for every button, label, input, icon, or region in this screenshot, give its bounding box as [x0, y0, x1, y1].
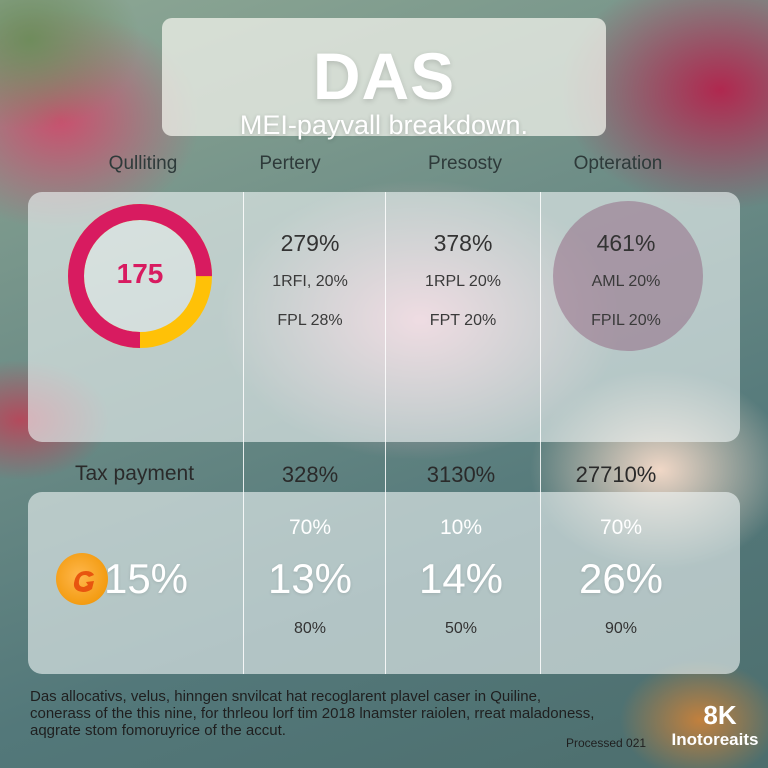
bottom-cell-2-top: 10%	[439, 516, 483, 539]
bottom-first-value: 15%	[103, 555, 189, 602]
page-title: DAS	[312, 39, 456, 113]
column-header-1: Qulliting	[108, 153, 178, 174]
coin-icon	[56, 553, 108, 605]
bottom-panel	[28, 492, 740, 674]
top-cell-2-line1: 1RPL 20%	[425, 273, 501, 290]
processed-label: Processed 021	[566, 736, 647, 750]
top-cell-3-line2: FPIL 20%	[591, 312, 661, 329]
donut-center	[76, 212, 204, 340]
tax-value-2: 3130%	[426, 462, 496, 487]
bottom-cell-2-value: 14%	[418, 555, 504, 602]
donut-chart	[68, 204, 212, 348]
column-divider	[385, 192, 386, 674]
column-header-4: Opteration	[573, 153, 663, 174]
donut-primary-arc	[68, 204, 212, 348]
donut-value: 175	[116, 258, 164, 289]
column-header-2: Pertery	[259, 153, 321, 174]
top-cell-1-value: 279%	[280, 230, 340, 256]
tax-payment-label: Tax payment	[75, 462, 195, 485]
bottom-cell-1-top: 70%	[288, 516, 332, 539]
column-divider	[540, 192, 541, 674]
column-header-3: Presosty	[428, 153, 502, 174]
column-divider	[243, 192, 244, 674]
footer-description: Das allocativs, velus, hinngen snvilcat …	[30, 688, 630, 739]
top-cell-3-value: 461%	[596, 230, 656, 256]
top-cell-2-value: 378%	[433, 230, 493, 256]
tax-value-1: 328%	[281, 462, 339, 487]
footer-line-1: Das allocativs, velus, hinngen snvilcat …	[30, 688, 542, 705]
tax-value-3: 27710%	[575, 462, 657, 487]
bottom-cell-1-bottom: 80%	[293, 620, 327, 637]
title-card: DAS MEI-payvall breakdown.	[162, 18, 606, 140]
resolution-badge: 8K	[703, 700, 737, 730]
bottom-cell-2-bottom: 50%	[444, 620, 478, 637]
footer-line-2: conerass of the this nine, for thrleou l…	[30, 705, 595, 722]
footer-line-3: aqgrate stom fomoruyrice of the accut.	[30, 722, 286, 739]
resolution-badge-subtitle: Inotoreaits	[671, 730, 759, 749]
bottom-cell-1-value: 13%	[267, 555, 353, 602]
page-subtitle: MEI-payvall breakdown.	[239, 110, 529, 140]
top-cell-3-line1: AML 20%	[591, 273, 661, 290]
top-cell-2-line2: FPT 20%	[429, 312, 497, 329]
bottom-cell-3-bottom: 90%	[604, 620, 638, 637]
bottom-cell-3-top: 70%	[599, 516, 643, 539]
top-cell-1-line2: FPL 28%	[277, 312, 343, 329]
bottom-cell-3-value: 26%	[578, 555, 664, 602]
top-cell-1-line1: 1RFI, 20%	[272, 273, 348, 290]
highlight-circle	[553, 201, 703, 351]
